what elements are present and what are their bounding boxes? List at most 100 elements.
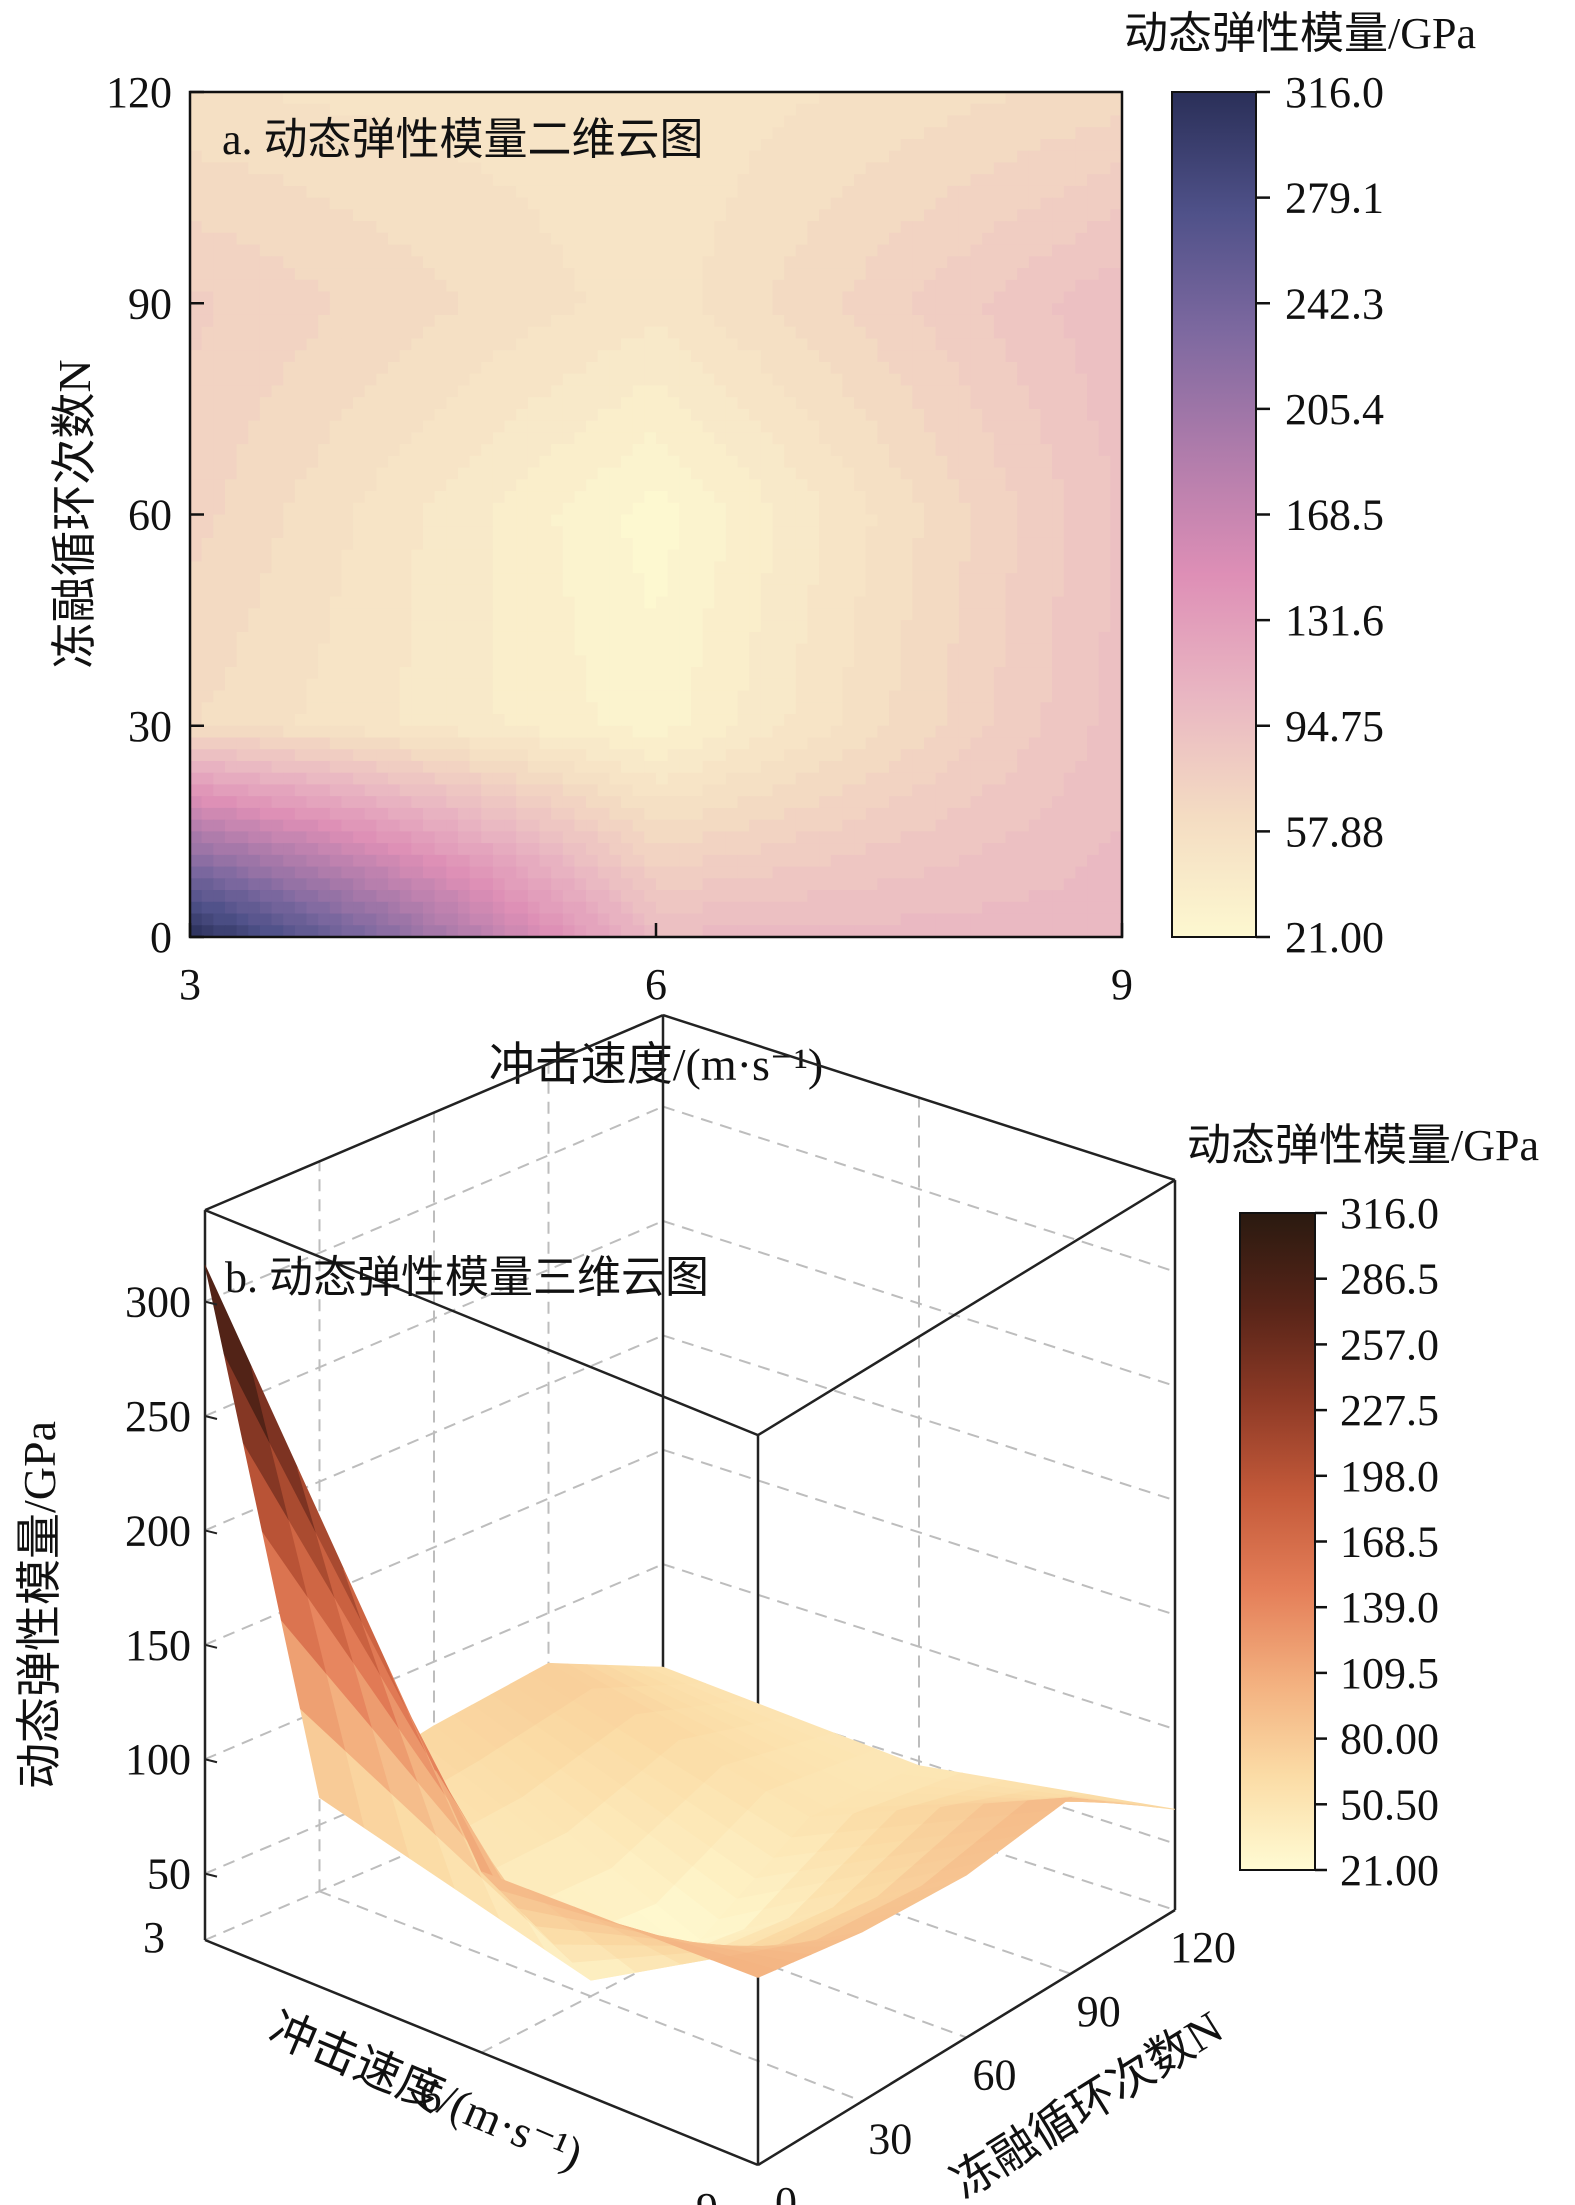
contour-cell — [224, 127, 238, 140]
contour-cell — [457, 162, 471, 175]
contour-cell — [737, 138, 750, 152]
contour-cell — [1040, 420, 1053, 434]
contour-cell — [795, 174, 809, 187]
contour-cell — [562, 690, 576, 704]
contour-cell — [819, 596, 832, 610]
contour-cell — [248, 749, 261, 762]
contour-cell — [993, 631, 1007, 645]
contour-cell — [795, 537, 809, 551]
contour-cell — [376, 596, 389, 610]
contour-cell — [551, 772, 564, 786]
contour-cell — [341, 807, 354, 821]
contour-cell — [469, 279, 483, 293]
contour-cell — [457, 608, 471, 621]
contour-cell — [667, 479, 681, 492]
contour-cell — [760, 455, 774, 469]
contour-cell — [947, 432, 960, 445]
contour-cell — [318, 221, 331, 234]
contour-cell — [912, 702, 925, 715]
contour-cell — [935, 303, 949, 316]
contour-cell — [399, 596, 413, 610]
contour-cell — [1063, 784, 1077, 797]
contour-cell — [271, 361, 284, 375]
contour-cell — [341, 103, 354, 117]
contour-cell — [970, 350, 983, 363]
contour-cell — [306, 690, 319, 704]
contour-cell — [1075, 303, 1088, 316]
contour-cell — [1040, 807, 1053, 821]
contour-cell — [1028, 162, 1042, 175]
contour-cell — [807, 444, 820, 457]
contour-cell — [725, 467, 739, 481]
contour-cell — [865, 209, 879, 222]
contour-cell — [329, 138, 343, 152]
contour-cell — [248, 655, 261, 668]
contour-cell — [388, 291, 401, 305]
contour-cell — [562, 467, 576, 481]
contour-cell — [1087, 361, 1100, 375]
contour-cell — [679, 221, 692, 234]
contour-cell — [690, 584, 704, 598]
contour-cell — [457, 584, 471, 598]
contour-cell — [1017, 138, 1030, 152]
contour-cell — [609, 596, 622, 610]
contour-cell — [294, 455, 308, 469]
contour-cell — [807, 209, 820, 222]
contour-cell — [597, 537, 611, 551]
contour-cell — [399, 361, 413, 375]
contour-cell — [1040, 338, 1053, 351]
contour-cell — [900, 502, 914, 516]
contour-cell — [236, 303, 250, 316]
contour-cell — [970, 397, 983, 410]
contour-cell — [1005, 314, 1018, 328]
contour-cell — [1075, 432, 1088, 445]
contour-cell — [388, 620, 401, 633]
contour-cell — [725, 631, 739, 645]
contour-cell — [259, 796, 273, 809]
contour-cell — [993, 772, 1007, 786]
contour-cell — [923, 584, 937, 598]
contour-cell — [854, 432, 867, 445]
contour-cell — [958, 174, 972, 187]
contour-cell — [970, 760, 983, 774]
contour-cell — [574, 655, 587, 668]
contour-cell — [807, 526, 820, 539]
contour-cell — [597, 819, 611, 833]
contour-cell — [213, 549, 226, 563]
contour-cell — [411, 256, 424, 269]
contour-cell — [434, 444, 448, 457]
contour-cell — [516, 537, 529, 551]
contour-cell — [632, 514, 646, 528]
contour-cell — [539, 819, 552, 833]
contour-cell — [353, 162, 366, 175]
contour-cell — [993, 667, 1007, 680]
contour-cell — [690, 162, 704, 175]
contour-cell — [935, 596, 949, 610]
contour-cell — [690, 807, 704, 821]
contour-cell — [341, 432, 354, 445]
contour-cell — [562, 92, 576, 105]
contour-cell — [900, 526, 914, 539]
contour-cell — [597, 232, 611, 246]
contour-cell — [993, 115, 1007, 129]
contour-cell — [201, 772, 215, 786]
contour-cell — [434, 678, 448, 692]
contour-cell — [1040, 608, 1053, 621]
contour-cell — [201, 807, 215, 821]
contour-cell — [667, 561, 681, 574]
contour-cell — [958, 303, 972, 316]
contour-cell — [376, 678, 389, 692]
contour-cell — [1028, 279, 1042, 293]
contour-cell — [1110, 279, 1122, 293]
contour-cell — [1028, 678, 1042, 692]
contour-cell — [1005, 115, 1018, 129]
contour-cell — [248, 138, 261, 152]
contour-cell — [621, 796, 634, 809]
contour-cell — [935, 737, 949, 751]
contour-cell — [656, 162, 669, 175]
contour-cell — [294, 373, 308, 387]
contour-cell — [609, 737, 622, 751]
contour-cell — [259, 772, 273, 786]
contour-cell — [1052, 420, 1065, 434]
contour-cell — [283, 819, 296, 833]
